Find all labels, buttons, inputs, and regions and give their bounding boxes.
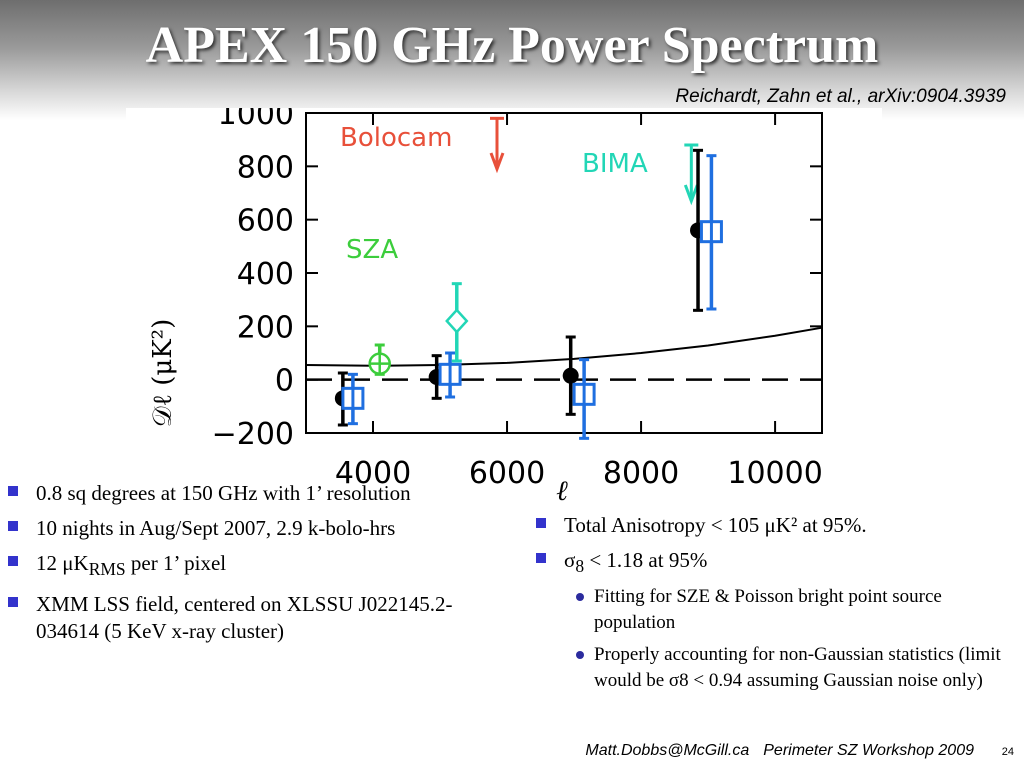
title-band [0,0,1024,120]
annotation-label: SZA [346,235,398,265]
bullet-text: Total Anisotropy < 105 μK² at 95%. [564,513,867,537]
page-number: 24 [1001,746,1014,758]
upper-limit-arrowhead [489,152,505,174]
citation: Reichardt, Zahn et al., arXiv:0904.3939 [675,86,1006,107]
left-bullet-list: 0.8 sq degrees at 150 GHz with 1’ resolu… [0,480,470,653]
bullet-sigma8: σ8 < 1.18 at 95% Fitting for SZE & Poiss… [528,547,1018,694]
footer-email: Matt.Dobbs@McGill.ca [585,742,750,759]
annotation-label: Bolocam [340,123,452,153]
right-bullet-list: Total Anisotropy < 105 μK² at 95%. σ8 < … [528,512,1018,702]
x-tick-label: 10000 [727,456,822,491]
data-point-open-diamond [445,308,469,334]
round-bullet-icon [576,651,584,660]
square-bullet-icon [8,486,18,496]
bullet-text-pre: σ [564,548,576,572]
square-bullet-icon [536,518,546,528]
bullet-text: 0.8 sq degrees at 150 GHz with 1’ resolu… [36,481,411,505]
bullet-text: 10 nights in Aug/Sept 2007, 2.9 k-bolo-h… [36,516,396,540]
y-tick-label: 0 [275,364,294,399]
bullet-coverage: 0.8 sq degrees at 150 GHz with 1’ resolu… [0,480,470,507]
bullet-total-anisotropy: Total Anisotropy < 105 μK² at 95%. [528,512,1018,539]
square-bullet-icon [8,521,18,531]
footer: Matt.Dobbs@McGill.ca Perimeter SZ Worksho… [571,742,974,760]
x-axis-label: ℓ [556,474,568,507]
sub-bullet-non-gaussian: Properly accounting for non-Gaussian sta… [564,642,1018,694]
x-tick-label: 8000 [603,456,679,491]
bullet-text-pre: 12 μK [36,551,89,575]
bullet-observing-time: 10 nights in Aug/Sept 2007, 2.9 k-bolo-h… [0,515,470,542]
chart-axes: −200 0 200 400 600 800 1000 4000 6000 8000 10000 [212,108,823,491]
y-tick-label: 1000 [218,108,294,132]
upper-limit-arrowhead [683,184,699,206]
square-bullet-icon [8,597,18,608]
bullet-text-post: per 1’ pixel [125,551,227,575]
round-bullet-icon [576,593,584,602]
chart-plot-area: Bolocam BIMA SZA [305,116,823,440]
sub-bullet-text: Fitting for SZE & Poisson bright point s… [594,586,942,634]
y-tick-label: 600 [237,204,294,239]
bullet-text-post: < 1.18 at 95% [584,548,708,572]
annotation-label: BIMA [582,149,648,179]
data-point-filled-circle [562,367,579,384]
bullet-text-sub: RMS [88,559,126,580]
y-tick-label: −200 [212,417,294,452]
square-bullet-icon [536,553,546,563]
slide-title: APEX 150 GHz Power Spectrum [145,17,879,74]
chart-background [126,108,882,508]
bullet-noise-level: 12 μKRMS per 1’ pixel [0,550,470,583]
sub-bullet-list: Fitting for SZE & Poisson bright point s… [564,584,1018,694]
sub-bullet-text: Properly accounting for non-Gaussian sta… [594,644,1001,692]
x-tick-label: 6000 [469,456,545,491]
y-tick-label: 800 [237,150,294,185]
square-bullet-icon [8,556,18,566]
bullet-text: XMM LSS field, centered on XLSSU J022145… [36,592,453,644]
bullet-text-sub: 8 [575,556,585,577]
y-tick-label: 200 [237,310,294,345]
power-spectrum-chart: −200 0 200 400 600 800 1000 4000 6000 8000 10000 B… [126,108,882,508]
x-tick-label: 4000 [335,456,411,491]
y-axis-label: 𝒟ℓ (μK²) [148,319,178,428]
footer-event: Perimeter SZ Workshop 2009 [763,742,974,759]
sub-bullet-fitting: Fitting for SZE & Poisson bright point s… [564,584,1018,636]
bullet-field: XMM LSS field, centered on XLSSU J022145… [0,591,470,645]
y-tick-label: 400 [237,257,294,292]
model-curve [305,326,823,367]
